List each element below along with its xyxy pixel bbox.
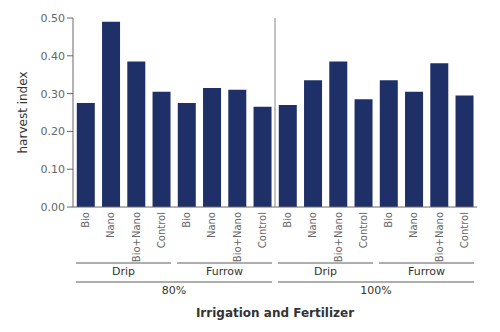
svg-text:0.40: 0.40 [41, 50, 66, 63]
svg-text:Bio: Bio [282, 212, 293, 228]
svg-text:0.50: 0.50 [41, 12, 66, 25]
svg-text:Bio: Bio [383, 212, 394, 228]
svg-text:0.10: 0.10 [41, 163, 66, 176]
svg-text:Bio+Nano: Bio+Nano [333, 212, 344, 262]
svg-text:Bio+Nano: Bio+Nano [131, 212, 142, 262]
svg-text:Nano: Nano [408, 212, 419, 238]
svg-text:Nano: Nano [307, 212, 318, 238]
svg-text:Bio: Bio [181, 212, 192, 228]
svg-text:Bio: Bio [80, 212, 91, 228]
svg-text:0.20: 0.20 [41, 125, 66, 138]
svg-text:100%: 100% [360, 284, 391, 297]
svg-text:Bio+Nano: Bio+Nano [434, 212, 445, 262]
svg-text:Drip: Drip [112, 265, 135, 278]
svg-text:Control: Control [257, 212, 268, 248]
svg-text:Control: Control [459, 212, 470, 248]
svg-text:Furrow: Furrow [206, 265, 243, 278]
svg-text:Furrow: Furrow [408, 265, 445, 278]
svg-text:0.00: 0.00 [41, 201, 66, 214]
svg-text:Irrigation and Fertilizer: Irrigation and Fertilizer [196, 306, 354, 320]
svg-text:Control: Control [156, 212, 167, 248]
svg-text:Drip: Drip [314, 265, 337, 278]
svg-text:Control: Control [358, 212, 369, 248]
svg-text:harvest index: harvest index [16, 72, 30, 154]
svg-text:Nano: Nano [206, 212, 217, 238]
svg-text:80%: 80% [162, 284, 186, 297]
svg-text:Bio+Nano: Bio+Nano [232, 212, 243, 262]
svg-text:Nano: Nano [105, 212, 116, 238]
svg-text:0.30: 0.30 [41, 88, 66, 101]
